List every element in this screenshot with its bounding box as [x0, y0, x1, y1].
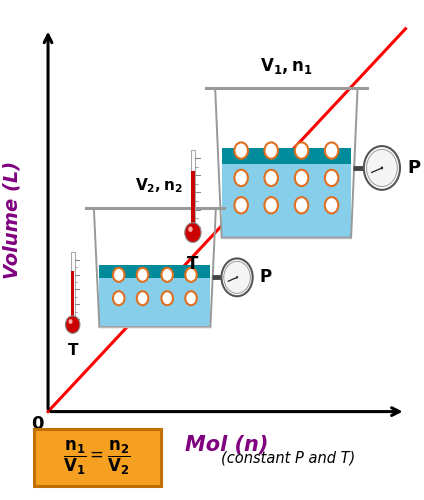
Text: T: T: [187, 255, 198, 273]
Bar: [191, 150, 195, 226]
Circle shape: [381, 166, 383, 170]
Circle shape: [188, 226, 193, 232]
Text: P: P: [259, 268, 272, 286]
Bar: [71, 271, 74, 320]
Circle shape: [234, 142, 248, 158]
Bar: [222, 148, 351, 164]
Circle shape: [364, 146, 400, 190]
Text: 0: 0: [31, 415, 44, 433]
Circle shape: [325, 197, 338, 214]
FancyBboxPatch shape: [33, 429, 161, 486]
Text: P: P: [407, 159, 421, 177]
Circle shape: [162, 268, 173, 282]
Circle shape: [325, 142, 338, 158]
Circle shape: [265, 197, 278, 214]
Circle shape: [295, 197, 308, 214]
Bar: [99, 265, 210, 327]
Circle shape: [236, 276, 238, 278]
Circle shape: [295, 142, 308, 158]
Text: $\dfrac{\mathbf{n_1}}{\mathbf{V_1}} = \dfrac{\mathbf{n_2}}{\mathbf{V_2}}$: $\dfrac{\mathbf{n_1}}{\mathbf{V_1}} = \d…: [64, 438, 131, 476]
Text: Volume (L): Volume (L): [3, 161, 21, 279]
Circle shape: [366, 150, 397, 186]
Text: $\mathbf{V_2,n_2}$: $\mathbf{V_2,n_2}$: [135, 176, 183, 196]
Circle shape: [69, 319, 73, 324]
Bar: [71, 252, 75, 320]
Text: (constant P and T): (constant P and T): [220, 450, 355, 465]
Circle shape: [224, 262, 250, 294]
Circle shape: [221, 258, 253, 296]
Circle shape: [265, 170, 278, 186]
Circle shape: [234, 170, 248, 186]
Bar: [222, 148, 351, 238]
Circle shape: [162, 291, 173, 305]
Text: T: T: [67, 344, 78, 358]
Circle shape: [295, 170, 308, 186]
Bar: [191, 171, 195, 226]
Circle shape: [185, 268, 197, 282]
Text: Mol (n): Mol (n): [185, 435, 268, 455]
Circle shape: [325, 170, 338, 186]
Circle shape: [234, 197, 248, 214]
Circle shape: [265, 142, 278, 158]
Circle shape: [113, 268, 125, 282]
Circle shape: [137, 268, 148, 282]
Circle shape: [65, 316, 80, 334]
Circle shape: [185, 291, 197, 305]
Bar: [99, 265, 210, 278]
Circle shape: [113, 291, 125, 305]
Circle shape: [185, 223, 201, 242]
Circle shape: [137, 291, 148, 305]
Text: $\mathbf{V_1,n_1}$: $\mathbf{V_1,n_1}$: [260, 56, 312, 76]
